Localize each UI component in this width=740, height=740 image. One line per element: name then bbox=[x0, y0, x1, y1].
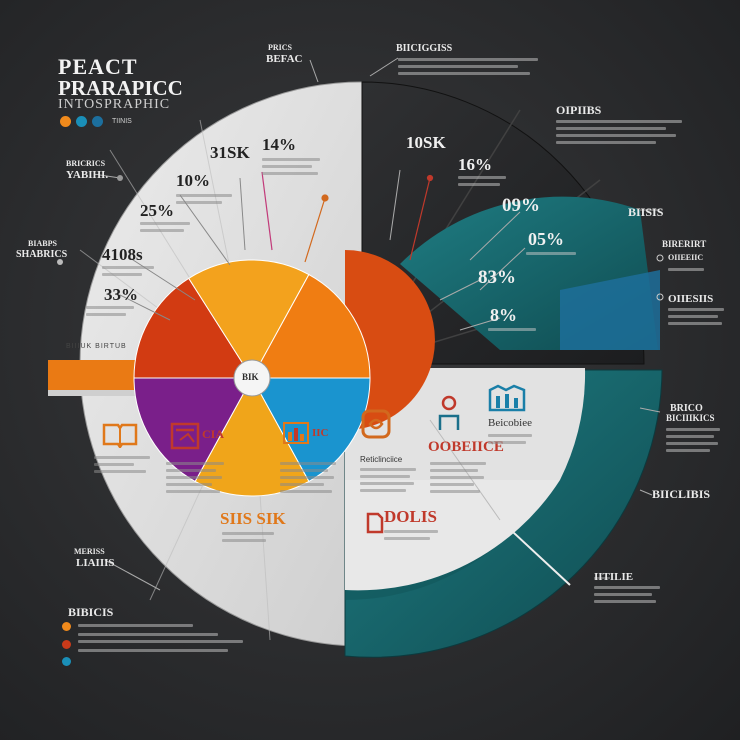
header-dot-navy-icon bbox=[92, 116, 103, 127]
right-label-6b: BICIIIKICS bbox=[666, 413, 715, 423]
block-a-title: SIIS SIK bbox=[220, 509, 286, 528]
pct-14: 14% bbox=[262, 135, 296, 154]
right-label-4-text bbox=[668, 268, 708, 275]
pct-4108: 4108s bbox=[102, 245, 143, 264]
block-b-text bbox=[384, 530, 444, 544]
block-e-title: Reticlinciice bbox=[360, 455, 403, 464]
legend-title: BIBICIS bbox=[68, 605, 114, 619]
pct-05-text bbox=[526, 252, 586, 259]
right-label-2: BIISIS bbox=[628, 205, 664, 219]
building-icon bbox=[488, 382, 526, 417]
band-label: BIIIUK BIRTUB bbox=[66, 343, 127, 350]
gear-hand-icon bbox=[360, 408, 394, 445]
legend-dot-orange-icon bbox=[62, 622, 71, 631]
right-label-6-text bbox=[666, 428, 726, 456]
legend-text bbox=[78, 624, 248, 656]
top-right-label: BIICIGGISS bbox=[396, 43, 453, 54]
pct-25-text bbox=[140, 222, 200, 236]
top-center-label-2: BEFAC bbox=[266, 53, 303, 65]
pct-16-text bbox=[458, 176, 518, 190]
top-center-label: PRICS bbox=[268, 43, 293, 52]
right-label-8: IITILIE bbox=[594, 571, 634, 583]
document-icon bbox=[366, 512, 384, 539]
pct-10sk: 10SK bbox=[406, 133, 446, 152]
pct-31: 31SK bbox=[210, 143, 250, 162]
pie-hub bbox=[233, 359, 271, 397]
block-b-title: DOLIS bbox=[384, 507, 437, 526]
pct-16: 16% bbox=[458, 155, 492, 174]
book-icon bbox=[102, 422, 138, 453]
left-label-1b: YABIHI. bbox=[66, 169, 109, 181]
pct-8: 8% bbox=[490, 305, 517, 325]
top-right-text bbox=[398, 58, 538, 79]
title-line-2: PRARAPICC bbox=[58, 76, 183, 100]
block-a-text bbox=[222, 532, 282, 546]
svg-text:IIC: IIC bbox=[312, 427, 329, 439]
title-line-3: INTOSPRAPHIC bbox=[58, 97, 171, 112]
block-3-text bbox=[280, 462, 340, 497]
pct-10-text bbox=[176, 194, 236, 208]
header-dot-orange-icon bbox=[60, 116, 71, 127]
pct-05: 05% bbox=[528, 229, 564, 249]
pct-8-text bbox=[488, 328, 548, 335]
pct-14-text bbox=[262, 158, 322, 179]
pie-hub-label: BIK bbox=[242, 372, 259, 382]
block-1-text bbox=[94, 456, 154, 477]
right-label-5: OIIESIIS bbox=[668, 293, 714, 305]
pct-09: 09% bbox=[502, 195, 540, 216]
pct-33: 33% bbox=[104, 285, 138, 304]
block-d-text bbox=[488, 434, 538, 448]
left-label-2b: SHABRICS bbox=[16, 249, 68, 260]
block-2-text bbox=[166, 462, 226, 497]
pct-4108-text bbox=[102, 266, 162, 280]
right-label-1: OIPIIBS bbox=[556, 103, 602, 117]
pct-10: 10% bbox=[176, 171, 210, 190]
bar-chart-icon: IIC bbox=[282, 420, 334, 451]
right-label-1-text bbox=[556, 120, 686, 148]
left-label-3a: MERISS bbox=[74, 547, 105, 556]
block-d-title: Beicobiee bbox=[488, 417, 532, 429]
title-line-1: PEACT bbox=[58, 54, 138, 79]
block-c-title: OOBEIICE bbox=[428, 439, 504, 455]
left-label-1a: BRICRICS bbox=[66, 159, 106, 168]
right-label-4: OIIEEIIC bbox=[668, 253, 704, 262]
left-label-3b: LIAIIIS bbox=[76, 557, 115, 569]
pct-83: 83% bbox=[478, 267, 516, 288]
legend-dot-blue-icon bbox=[62, 657, 71, 666]
right-label-8-text bbox=[594, 586, 664, 607]
pie-slice-2 bbox=[188, 259, 310, 379]
pct-33-text bbox=[86, 306, 146, 320]
left-label-2a: BIABPS bbox=[28, 239, 57, 248]
pie-slice-1 bbox=[133, 277, 253, 379]
lock-person-icon bbox=[436, 394, 462, 437]
header-dot-blue-icon bbox=[76, 116, 87, 127]
svg-text:CIA: CIA bbox=[202, 427, 224, 441]
header-dots-label: TIINIS bbox=[112, 118, 132, 125]
pct-25: 25% bbox=[140, 201, 174, 220]
pie-slice-3 bbox=[251, 273, 371, 379]
right-label-3: BIRERIRT bbox=[662, 239, 707, 249]
block-c-text bbox=[430, 462, 490, 497]
right-label-5-text bbox=[668, 308, 728, 329]
block-e-text bbox=[360, 468, 420, 496]
right-label-7: BIICLIBIS bbox=[652, 487, 711, 501]
legend-dot-red-icon bbox=[62, 640, 71, 649]
chart-box-icon: CIA bbox=[168, 420, 228, 455]
blue-arc bbox=[560, 270, 660, 350]
right-label-6: BRICO bbox=[670, 403, 703, 414]
